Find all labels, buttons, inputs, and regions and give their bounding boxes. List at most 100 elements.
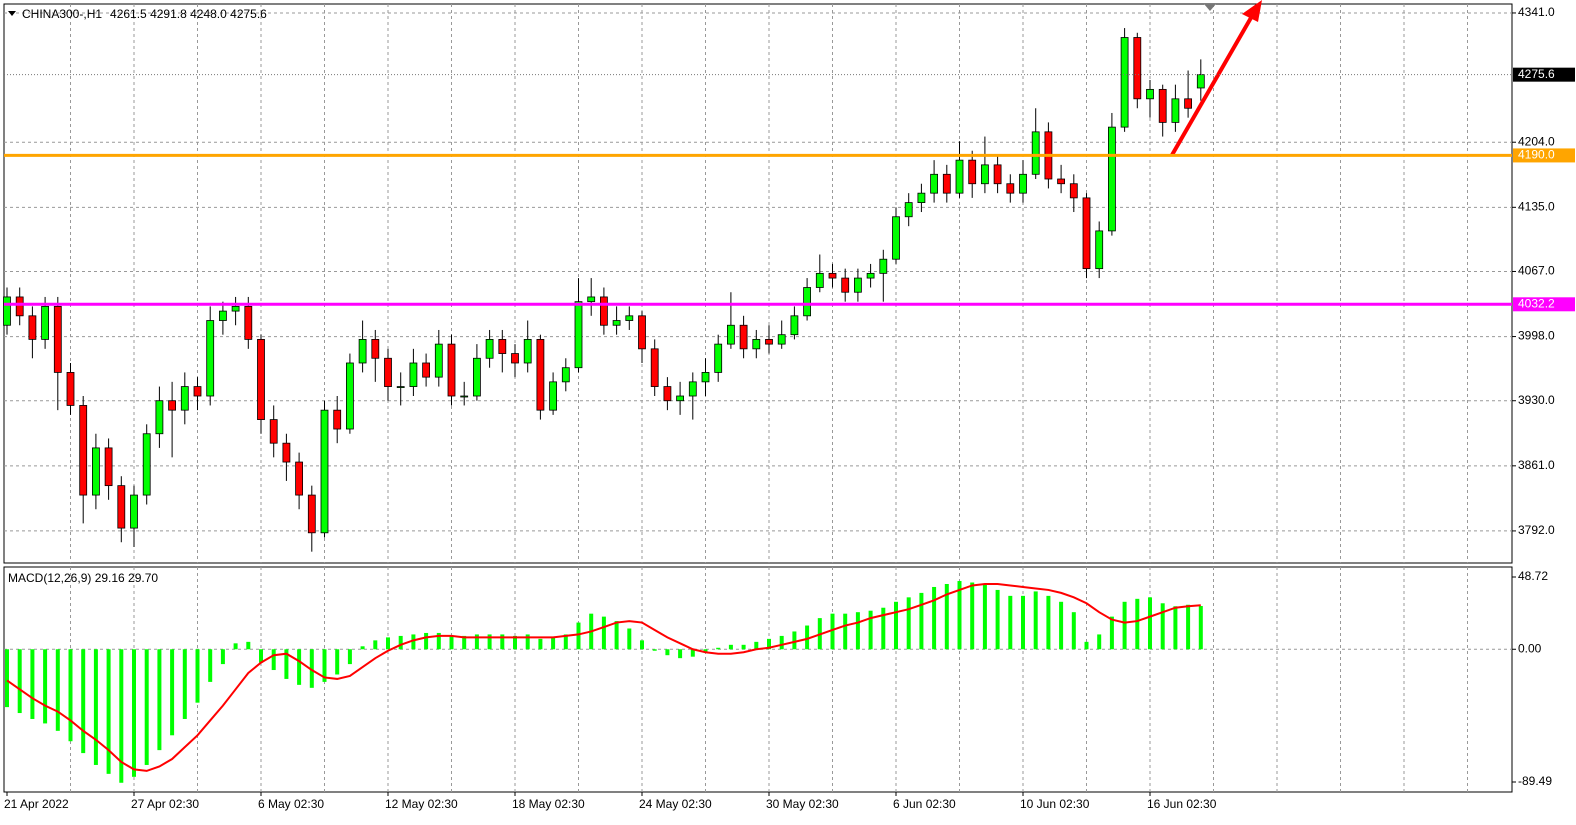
macd-bar [843,613,848,650]
macd-bar [474,634,479,650]
macd-bar [678,649,683,659]
candle-body [53,305,62,373]
macd-bar [855,612,860,650]
macd-bar [919,592,924,650]
x-tick-label: 6 Jun 02:30 [893,797,956,811]
macd-bar [157,649,162,751]
candle-body [1146,88,1154,100]
macd-bar [792,631,797,650]
macd-bar [970,582,975,650]
macd-bar [43,649,48,724]
macd-bar [132,649,136,777]
macd-bar [322,649,327,682]
macd-bar [627,628,632,650]
x-tick-label: 27 Apr 02:30 [131,797,199,811]
x-tick-label: 12 May 02:30 [385,797,458,811]
candle-body [155,400,164,435]
macd-bar [665,649,670,656]
macd-bar [640,640,644,650]
y-tick-label: 4341.0 [1518,5,1555,19]
x-tick-label: 21 Apr 2022 [4,797,69,811]
macd-bar [703,649,708,653]
candle-body [511,353,519,364]
candle-body [1196,74,1205,89]
macd-bar [335,649,340,675]
macd-bar [1071,612,1076,650]
macd-bar [309,649,314,688]
trend-arrow [1170,0,1262,156]
candle-body [828,272,837,279]
macd-bar [424,632,429,650]
macd-bar [576,622,581,650]
macd-bar [347,649,352,665]
macd-bar [5,649,9,708]
candle-body [917,192,926,203]
candle-body [193,386,202,397]
candle-body [739,324,748,350]
macd-bar [652,649,657,651]
macd-bar [1173,606,1178,650]
candle-body [752,338,761,350]
macd-bar [551,637,556,650]
candle-body [790,315,799,336]
macd-bar [487,634,492,650]
macd-bar [1135,598,1140,650]
macd-y-tick-label: 48.72 [1518,569,1548,583]
macd-bar [449,635,454,650]
macd-pane [3,566,1513,793]
candle-body [688,381,697,397]
last-price-label: 4275.6 [1518,67,1555,81]
macd-signal-line [6,582,1201,772]
macd-bar [259,649,263,663]
macd-bar [690,649,695,657]
candle-body [600,296,608,326]
macd-bar [957,581,962,650]
candle-body [41,305,49,340]
macd-bar [906,597,911,650]
candle-body [104,447,113,487]
x-tick-label: 24 May 02:30 [639,797,712,811]
candle-body [180,386,189,411]
macd-title: MACD(12,26,9) 29.16 29.70 [8,571,158,585]
x-tick-label: 6 May 02:30 [258,797,324,811]
menu-triangle [8,11,16,16]
candle-body [142,433,151,496]
macd-bar [894,601,898,650]
macd-bar [373,640,378,650]
candle-body [1158,88,1167,123]
macd-bar [386,637,390,650]
candle-body [231,305,240,312]
candle-body [1108,126,1116,232]
macd-bar [436,632,441,650]
macd-bar [754,641,759,650]
candle-body [955,159,964,194]
candle-body [676,395,684,402]
candle-body [536,338,545,411]
y-tick-label: 3861.0 [1518,458,1555,472]
macd-bar [1122,601,1127,650]
candle-body [777,334,786,345]
candle-body [79,405,88,496]
macd-bar [233,643,238,650]
y-tick-label: 4067.0 [1518,264,1555,278]
candle-body [396,386,405,388]
y-tick-label: 3930.0 [1518,393,1555,407]
candle-body [1184,98,1192,109]
x-tick-label: 30 May 02:30 [766,797,839,811]
candle-body [244,305,253,340]
macd-bar [68,649,73,742]
macd-y-tick-label: 0.00 [1518,641,1542,655]
candle-body [574,301,583,369]
candle-body [15,296,24,317]
macd-bar [93,649,98,765]
candle-body [130,494,138,529]
candle-body [930,173,938,194]
arrow-shaft [1170,15,1254,156]
macd-bar [716,647,721,650]
macd-bar [1198,606,1203,650]
macd-bar [1097,634,1102,650]
macd-bar [1186,604,1191,650]
candle-body [295,461,304,496]
candle-body [523,338,532,364]
